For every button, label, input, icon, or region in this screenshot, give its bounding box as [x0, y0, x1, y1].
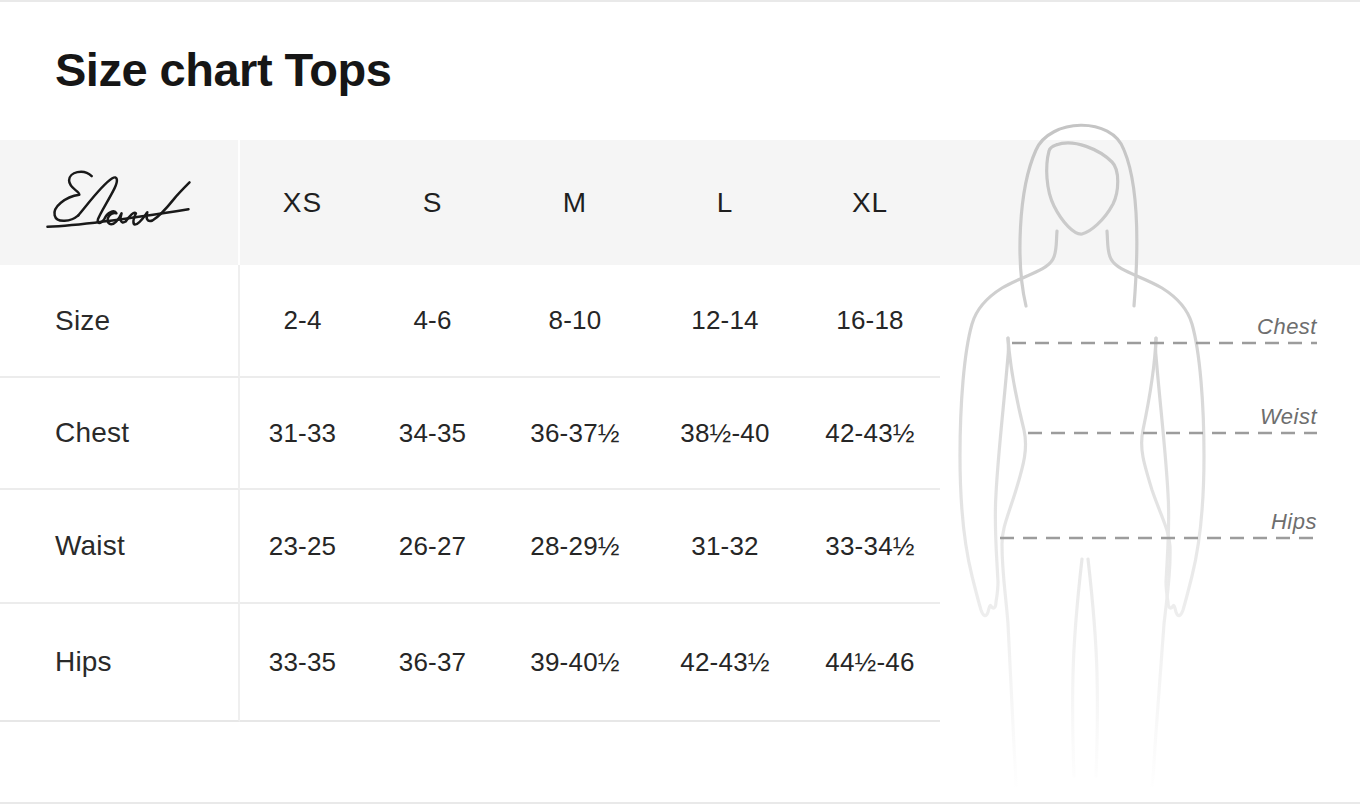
cell-waist-xs: 23-25 [240, 490, 365, 604]
cell-size-m: 8-10 [500, 265, 650, 378]
page-title: Size chart Tops [55, 42, 391, 97]
column-header-s: S [365, 140, 500, 265]
signature-e-stroke [54, 171, 91, 220]
cell-chest-xs: 31-33 [240, 378, 365, 490]
cell-hips-s: 36-37 [365, 604, 500, 722]
row-label-waist: Waist [0, 490, 240, 604]
left-torso-leg-outline [1002, 338, 1026, 786]
right-inner-leg-outline [1088, 559, 1097, 776]
column-header-l: L [650, 140, 800, 265]
cell-size-xl: 16-18 [800, 265, 940, 378]
cell-waist-s: 26-27 [365, 490, 500, 604]
row-label-hips: Hips [0, 604, 240, 722]
right-arm-outline [1107, 231, 1204, 616]
size-table: XS S M L XL Size 2-4 4-6 8-10 12-14 16-1… [0, 140, 940, 722]
size-chart-page: { "title": "Size chart Tops", "brand": {… [0, 0, 1360, 804]
cell-chest-s: 34-35 [365, 378, 500, 490]
top-border [0, 0, 1360, 2]
cell-chest-l: 38½-40 [650, 378, 800, 490]
cell-hips-xl: 44½-46 [800, 604, 940, 722]
cell-size-l: 12-14 [650, 265, 800, 378]
chest-measure-label: Chest [1257, 314, 1317, 339]
cell-hips-xs: 33-35 [240, 604, 365, 722]
cell-chest-xl: 42-43½ [800, 378, 940, 490]
column-header-xl: XL [800, 140, 940, 265]
row-label-size: Size [0, 265, 240, 378]
cell-waist-xl: 33-34½ [800, 490, 940, 604]
right-torso-leg-outline [1142, 338, 1171, 786]
left-inner-leg-outline [1073, 559, 1082, 776]
cell-size-s: 4-6 [365, 265, 500, 378]
cell-size-xs: 2-4 [240, 265, 365, 378]
hips-measure-label: Hips [1271, 509, 1317, 534]
brand-logo-cell [0, 140, 240, 265]
cell-hips-l: 42-43½ [650, 604, 800, 722]
brand-signature-logo [44, 168, 194, 238]
row-label-chest: Chest [0, 378, 240, 490]
left-arm-outline [960, 231, 1057, 616]
waist-measure-label: Weist [1260, 404, 1317, 429]
cell-chest-m: 36-37½ [500, 378, 650, 490]
cell-hips-m: 39-40½ [500, 604, 650, 722]
column-header-m: M [500, 140, 650, 265]
cell-waist-m: 28-29½ [500, 490, 650, 604]
cell-waist-l: 31-32 [650, 490, 800, 604]
column-header-xs: XS [240, 140, 365, 265]
